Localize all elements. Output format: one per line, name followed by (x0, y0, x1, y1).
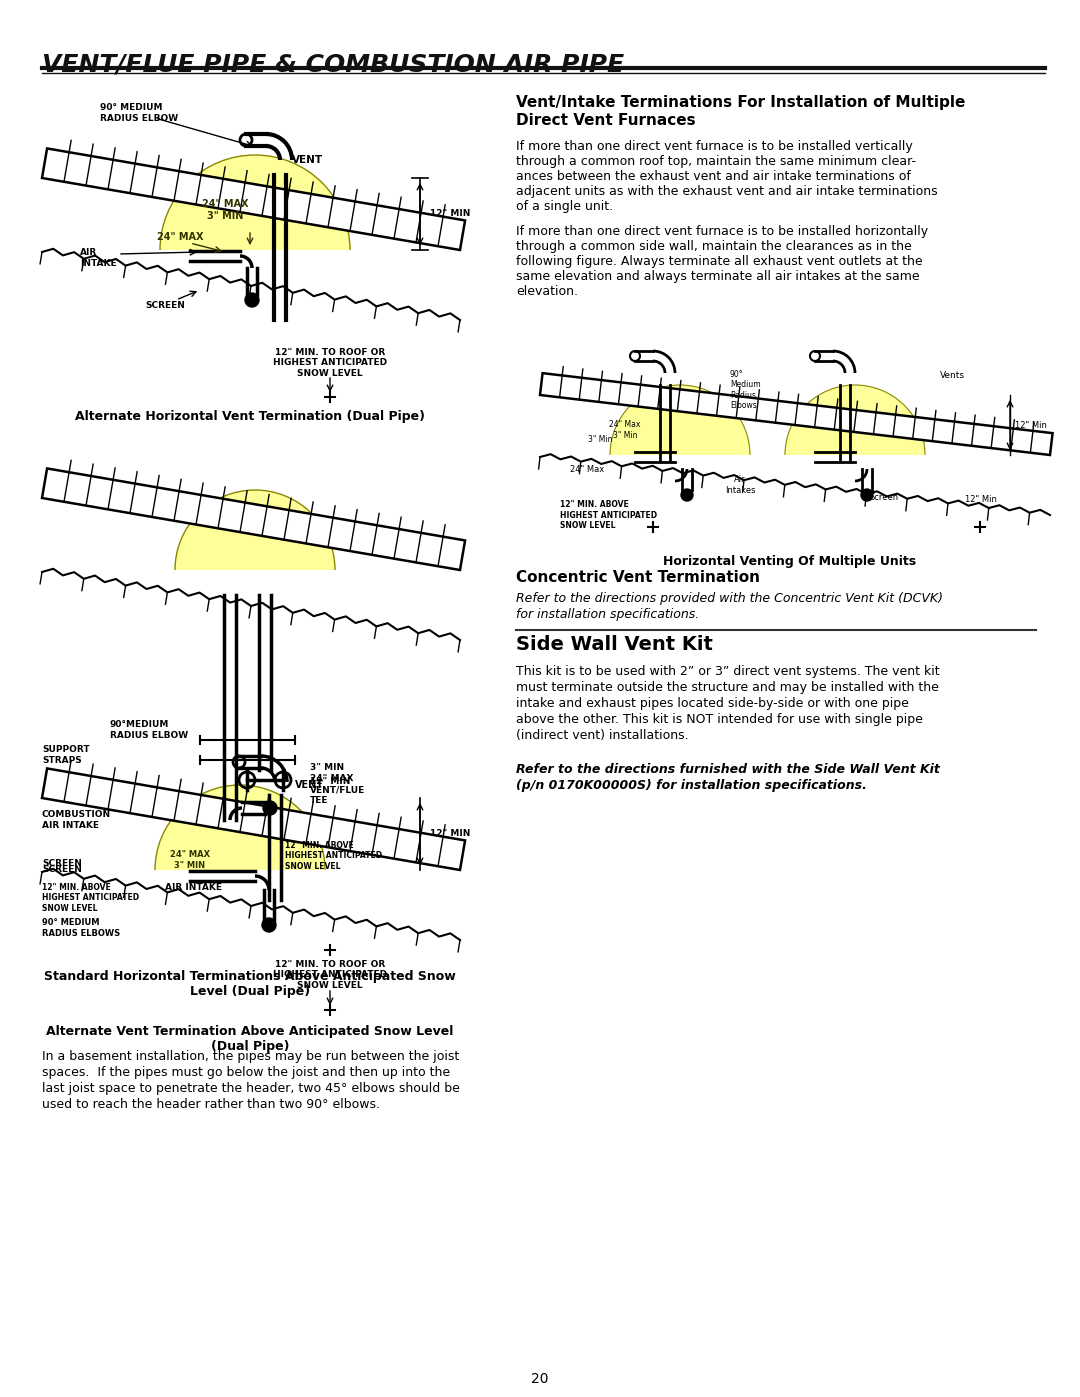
Text: 12" MIN: 12" MIN (430, 210, 471, 218)
Text: 24" Max
3" Min: 24" Max 3" Min (609, 420, 640, 440)
Text: used to reach the header rather than two 90° elbows.: used to reach the header rather than two… (42, 1098, 380, 1111)
Text: must terminate outside the structure and may be installed with the: must terminate outside the structure and… (516, 680, 939, 694)
Wedge shape (175, 490, 335, 570)
Text: 12" MIN. ABOVE
HIGHEST ANTICIPATED
SNOW LEVEL: 12" MIN. ABOVE HIGHEST ANTICIPATED SNOW … (42, 883, 139, 912)
Text: 12" MIN. TO ROOF OR
HIGHEST ANTICIPATED
SNOW LEVEL: 12" MIN. TO ROOF OR HIGHEST ANTICIPATED … (273, 960, 387, 990)
Text: ances between the exhaust vent and air intake terminations of: ances between the exhaust vent and air i… (516, 170, 910, 183)
Text: 12" MIN. ABOVE
HIGHEST ANTICIPATED
SNOW LEVEL: 12" MIN. ABOVE HIGHEST ANTICIPATED SNOW … (561, 500, 657, 529)
Polygon shape (42, 768, 465, 870)
Text: intake and exhaust pipes located side-by-side or with one pipe: intake and exhaust pipes located side-by… (516, 697, 909, 710)
Text: If more than one direct vent furnace is to be installed vertically: If more than one direct vent furnace is … (516, 140, 913, 154)
Text: 24" Max: 24" Max (570, 465, 604, 475)
Text: 90° MEDIUM
RADIUS ELBOWS: 90° MEDIUM RADIUS ELBOWS (42, 918, 120, 937)
Text: adjacent units as with the exhaust vent and air intake terminations: adjacent units as with the exhaust vent … (516, 184, 937, 198)
Text: Alternate Horizontal Vent Termination (Dual Pipe): Alternate Horizontal Vent Termination (D… (75, 409, 426, 423)
Text: 12" MIN: 12" MIN (310, 778, 350, 787)
Text: last joist space to penetrate the header, two 45° elbows should be: last joist space to penetrate the header… (42, 1083, 460, 1095)
Wedge shape (156, 785, 325, 870)
Text: This kit is to be used with 2” or 3” direct vent systems. The vent kit: This kit is to be used with 2” or 3” dir… (516, 665, 940, 678)
Text: Side Wall Vent Kit: Side Wall Vent Kit (516, 636, 713, 654)
Text: Screen: Screen (870, 493, 900, 502)
Text: AIR
INTAKE: AIR INTAKE (80, 249, 117, 268)
Text: In a basement installation, the pipes may be run between the joist: In a basement installation, the pipes ma… (42, 1051, 459, 1063)
Circle shape (264, 800, 276, 814)
Text: VENT/FLUE
TEE: VENT/FLUE TEE (310, 785, 365, 805)
Text: 90°MEDIUM
RADIUS ELBOW: 90°MEDIUM RADIUS ELBOW (110, 721, 188, 739)
Polygon shape (42, 148, 465, 250)
Text: Direct Vent Furnaces: Direct Vent Furnaces (516, 113, 696, 129)
Text: COMBUSTION
AIR INTAKE: COMBUSTION AIR INTAKE (42, 810, 111, 830)
Text: Horizontal Venting Of Multiple Units: Horizontal Venting Of Multiple Units (663, 555, 917, 569)
Text: Concentric Vent Termination: Concentric Vent Termination (516, 570, 760, 585)
Text: SUPPORT
STRAPS: SUPPORT STRAPS (42, 746, 90, 764)
Text: VENT: VENT (295, 780, 324, 789)
Polygon shape (42, 468, 465, 570)
Text: VENT: VENT (292, 155, 323, 165)
Circle shape (262, 918, 276, 932)
Text: Vent/Intake Terminations For Installation of Multiple: Vent/Intake Terminations For Installatio… (516, 95, 966, 110)
Wedge shape (785, 386, 924, 455)
Text: 12" MIN. TO ROOF OR
HIGHEST ANTICIPATED
SNOW LEVEL: 12" MIN. TO ROOF OR HIGHEST ANTICIPATED … (273, 348, 387, 377)
Text: 90° MEDIUM
RADIUS ELBOW: 90° MEDIUM RADIUS ELBOW (100, 103, 178, 123)
Circle shape (861, 489, 873, 502)
Text: 24" MAX
3" MIN: 24" MAX 3" MIN (170, 851, 211, 870)
Text: 3" Min: 3" Min (588, 436, 612, 444)
Text: Air
Intakes: Air Intakes (725, 475, 755, 495)
Text: (indirect vent) installations.: (indirect vent) installations. (516, 729, 689, 742)
Text: through a common side wall, maintain the clearances as in the: through a common side wall, maintain the… (516, 240, 912, 253)
Text: same elevation and always terminate all air intakes at the same: same elevation and always terminate all … (516, 270, 920, 284)
Text: 24" MAX: 24" MAX (157, 232, 203, 242)
Wedge shape (610, 386, 750, 455)
Text: SCREEN: SCREEN (145, 302, 185, 310)
Text: 3" MIN
24" MAX: 3" MIN 24" MAX (310, 763, 353, 782)
Text: AIR INTAKE: AIR INTAKE (165, 883, 222, 893)
Text: SCREEN: SCREEN (42, 859, 82, 868)
Text: Refer to the directions provided with the Concentric Vent Kit (DCVK): Refer to the directions provided with th… (516, 592, 943, 605)
Text: above the other. This kit is NOT intended for use with single pipe: above the other. This kit is NOT intende… (516, 712, 923, 726)
Text: If more than one direct vent furnace is to be installed horizontally: If more than one direct vent furnace is … (516, 225, 928, 237)
Text: for installation specifications.: for installation specifications. (516, 608, 699, 622)
Text: through a common roof top, maintain the same minimum clear-: through a common roof top, maintain the … (516, 155, 916, 168)
Text: (p/n 0170K00000S) for installation specifications.: (p/n 0170K00000S) for installation speci… (516, 780, 867, 792)
Text: 12" MIN. ABOVE
HIGHEST ANTICIPATED
SNOW LEVEL: 12" MIN. ABOVE HIGHEST ANTICIPATED SNOW … (285, 841, 382, 870)
Text: 24" MAX
3" MIN: 24" MAX 3" MIN (202, 200, 248, 221)
Text: of a single unit.: of a single unit. (516, 200, 613, 212)
Text: Standard Horizontal Terminations Above Anticipated Snow
Level (Dual Pipe): Standard Horizontal Terminations Above A… (44, 970, 456, 997)
Polygon shape (540, 373, 1053, 455)
Text: elevation.: elevation. (516, 285, 578, 298)
Wedge shape (160, 155, 350, 250)
Text: 12" MIN: 12" MIN (430, 830, 471, 838)
Text: VENT/FLUE PIPE & COMBUSTION AIR PIPE: VENT/FLUE PIPE & COMBUSTION AIR PIPE (42, 52, 624, 75)
Text: 90°
Medium
Radius
Elbows: 90° Medium Radius Elbows (730, 370, 760, 411)
Text: Vents: Vents (940, 370, 966, 380)
Text: 12" Min: 12" Min (966, 496, 997, 504)
Text: SCREEN: SCREEN (42, 866, 82, 875)
Circle shape (245, 293, 259, 307)
Text: Alternate Vent Termination Above Anticipated Snow Level
(Dual Pipe): Alternate Vent Termination Above Anticip… (46, 1025, 454, 1053)
Circle shape (681, 489, 693, 502)
Text: 20: 20 (531, 1372, 549, 1386)
Text: following figure. Always terminate all exhaust vent outlets at the: following figure. Always terminate all e… (516, 256, 922, 268)
Text: spaces.  If the pipes must go below the joist and then up into the: spaces. If the pipes must go below the j… (42, 1066, 450, 1078)
Text: 12" Min: 12" Min (1015, 420, 1047, 429)
Text: Refer to the directions furnished with the Side Wall Vent Kit: Refer to the directions furnished with t… (516, 763, 940, 775)
